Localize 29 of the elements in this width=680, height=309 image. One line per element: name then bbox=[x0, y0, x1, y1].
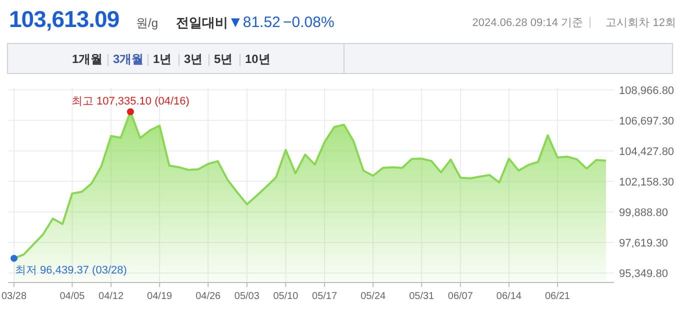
x-tick-label: 05/31 bbox=[409, 291, 435, 302]
x-tick-label: 04/05 bbox=[60, 291, 86, 302]
x-tick-label: 03/28 bbox=[1, 291, 27, 302]
x-tick-label: 05/24 bbox=[360, 291, 386, 302]
text: 3년 bbox=[184, 52, 203, 66]
text: 3개월 bbox=[113, 52, 144, 66]
y-tick-label: 99,888.80 bbox=[619, 206, 668, 219]
text: 5년 bbox=[214, 52, 233, 66]
x-tick-label: 05/17 bbox=[312, 291, 338, 302]
text: 1년 bbox=[153, 52, 172, 66]
text: 10년 bbox=[245, 52, 270, 66]
y-tick-label: 97,619.30 bbox=[619, 237, 668, 250]
y-tick-label: 95,349.80 bbox=[619, 268, 668, 280]
y-tick-label: 104,427.80 bbox=[619, 146, 674, 158]
x-tick-label: 04/26 bbox=[196, 291, 222, 302]
annotation: 최저 96,439.37 (03/28) bbox=[15, 264, 127, 276]
x-tick-label: 06/14 bbox=[496, 291, 522, 302]
x-tick-label: 06/07 bbox=[448, 291, 474, 302]
x-tick-label: 05/03 bbox=[234, 291, 260, 302]
x-tick-label: 06/21 bbox=[544, 291, 570, 302]
x-tick-label: 05/10 bbox=[273, 291, 299, 302]
y-tick-label: 102,158.30 bbox=[619, 176, 674, 188]
x-tick-label: 04/12 bbox=[98, 291, 124, 302]
x-tick-label: 04/19 bbox=[147, 291, 173, 302]
annotation: 최고 107,335.10 (04/16) bbox=[71, 96, 190, 108]
text: 1개월 bbox=[72, 52, 103, 66]
y-tick-label: 108,966.80 bbox=[619, 84, 674, 97]
y-tick-label: 106,697.30 bbox=[619, 115, 674, 128]
header: 103,613.09 원/g 전일대비▼81.52 −0.08% 2024.06.28 09:14 기준 고시회차 12회 bbox=[9, 6, 676, 32]
